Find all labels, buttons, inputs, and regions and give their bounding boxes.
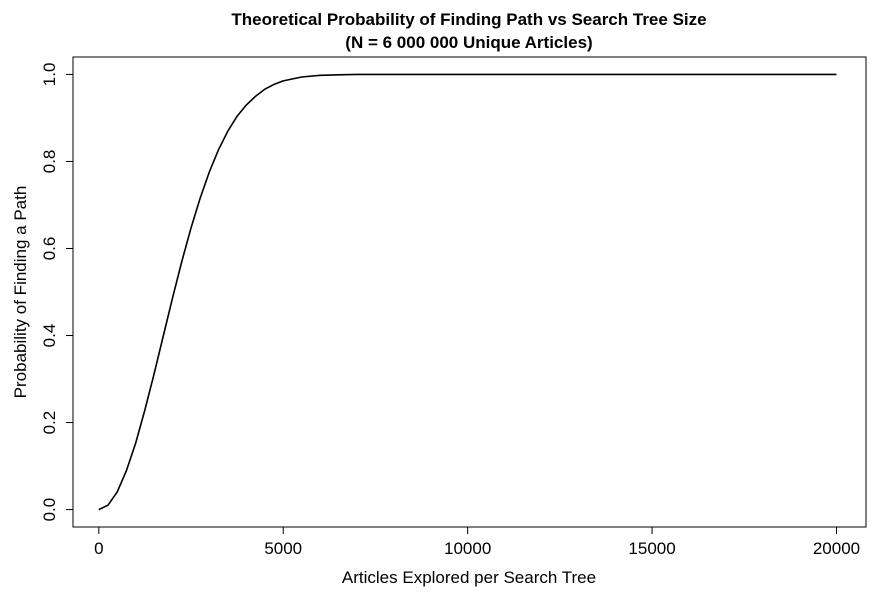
y-axis-label: Probability of Finding a Path <box>11 186 30 399</box>
x-axis: 0 5000 10000 15000 20000 <box>94 527 860 558</box>
x-tick-label: 10000 <box>444 539 491 558</box>
x-axis-label: Articles Explored per Search Tree <box>342 568 596 587</box>
y-tick-label: 0.0 <box>40 498 59 522</box>
x-tick-label: 15000 <box>628 539 675 558</box>
y-tick-label: 0.6 <box>40 237 59 261</box>
x-tick-label: 0 <box>94 539 103 558</box>
y-tick-label: 0.8 <box>40 150 59 174</box>
chart-title-line-2: (N = 6 000 000 Unique Articles) <box>345 33 592 52</box>
series-layer <box>98 73 837 511</box>
x-tick-label: 5000 <box>264 539 302 558</box>
plot-frame <box>72 56 867 528</box>
x-tick-label: 20000 <box>813 539 860 558</box>
y-tick-label: 1.0 <box>40 63 59 87</box>
y-tick-label: 0.2 <box>40 411 59 435</box>
y-axis: 0.0 0.2 0.4 0.6 0.8 1.0 <box>40 63 73 522</box>
series-line <box>98 73 837 511</box>
y-tick-label: 0.4 <box>40 324 59 348</box>
chart-title-line-1: Theoretical Probability of Finding Path … <box>231 10 706 29</box>
